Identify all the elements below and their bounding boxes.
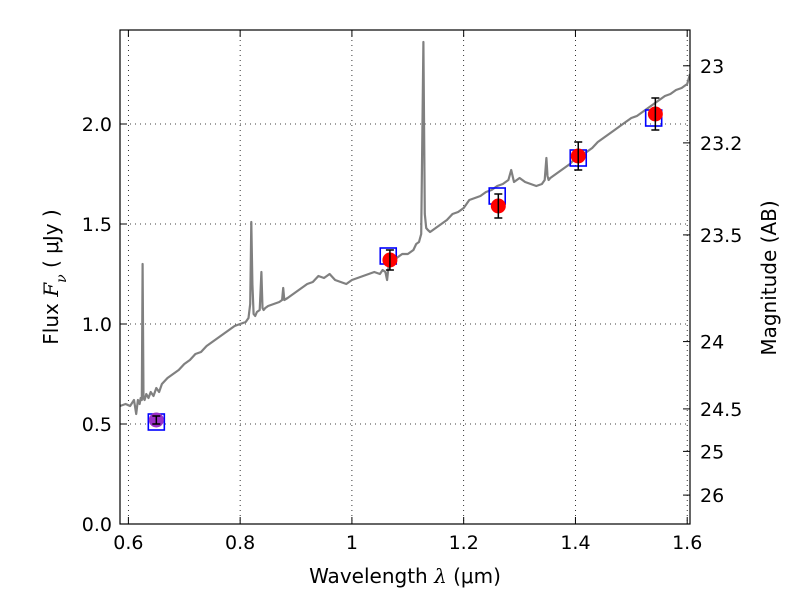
plot-data — [120, 40, 690, 431]
x-tick-label: 0.8 — [225, 532, 255, 554]
y2-tick-label: 23.2 — [700, 133, 742, 155]
y-tick-label: 1.0 — [82, 314, 112, 336]
y2-axis-label: Magnitude (AB) — [757, 200, 781, 355]
y-axis-label: Flux Fν ( μJy ) — [39, 209, 70, 344]
x-tick-label: 1.2 — [449, 532, 479, 554]
y-axis-subscript: ν — [54, 274, 70, 283]
y-tick-label: 0.5 — [82, 414, 112, 436]
axis-ticks: 0.6 0.8 1 1.2 1.4 1.6 0.0 0.5 1.0 1.5 2.0 23 23.2 23.… — [82, 30, 742, 554]
x-tick-label: 1.4 — [560, 532, 590, 554]
y-axis-symbol: F — [39, 282, 63, 298]
plot-frame — [119, 29, 691, 525]
x-axis-label: Wavelength λ (μm) — [309, 564, 501, 588]
x-tick-label: 1.6 — [672, 532, 702, 554]
x-axis-unit: (μm) — [453, 564, 501, 588]
x-tick-label: 1 — [346, 532, 358, 554]
y2-tick-label: 25 — [700, 441, 724, 463]
y2-tick-label: 24 — [700, 332, 724, 354]
x-axis-symbol: λ — [433, 564, 447, 588]
y2-tick-label: 26 — [700, 485, 724, 507]
y-axis-unit: ( μJy ) — [39, 209, 63, 268]
gridlines — [120, 30, 690, 525]
y-tick-label: 0.0 — [82, 514, 112, 536]
spectrum-line — [120, 40, 690, 416]
y-tick-label: 1.5 — [82, 214, 112, 236]
y2-tick-label: 23 — [700, 56, 724, 78]
y2-tick-label: 24.5 — [700, 399, 742, 421]
y-tick-label: 2.0 — [82, 114, 112, 136]
y2-tick-label: 23.5 — [700, 225, 742, 247]
x-tick-label: 0.6 — [113, 532, 143, 554]
